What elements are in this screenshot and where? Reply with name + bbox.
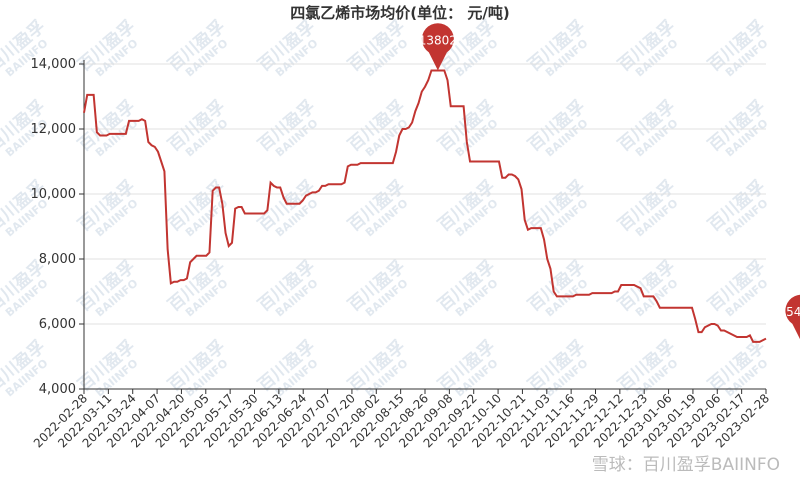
pin-label: 13802 bbox=[419, 33, 457, 47]
watermark: 百川盈孚BAIINFO bbox=[704, 176, 771, 240]
y-tick-label: 8,000 bbox=[39, 252, 76, 267]
watermark: 百川盈孚BAIINFO bbox=[74, 256, 141, 320]
watermark: 百川盈孚BAIINFO bbox=[524, 256, 591, 320]
watermark: 百川盈孚BAIINFO bbox=[254, 16, 321, 80]
watermark: 百川盈孚BAIINFO bbox=[344, 16, 411, 80]
watermark: 百川盈孚BAIINFO bbox=[344, 176, 411, 240]
watermark: 百川盈孚BAIINFO bbox=[614, 96, 681, 160]
y-tick-label: 12,000 bbox=[31, 122, 77, 137]
watermark: 百川盈孚BAIINFO bbox=[74, 336, 141, 400]
watermark: 百川盈孚BAIINFO bbox=[704, 256, 771, 320]
watermark: 百川盈孚BAIINFO bbox=[524, 336, 591, 400]
annotation-pins: 13802 5450 bbox=[419, 23, 800, 340]
watermark: 百川盈孚BAIINFO bbox=[524, 176, 591, 240]
watermark: 百川盈孚BAIINFO bbox=[614, 176, 681, 240]
series-line bbox=[83, 69, 767, 343]
watermark: 百川盈孚BAIINFO bbox=[524, 16, 591, 80]
watermark: 百川盈孚BAIINFO bbox=[254, 336, 321, 400]
watermark: 百川盈孚BAIINFO bbox=[344, 96, 411, 160]
grid-lines bbox=[84, 63, 766, 325]
watermark: 百川盈孚BAIINFO bbox=[74, 16, 141, 80]
watermark: 百川盈孚BAIINFO bbox=[434, 96, 501, 160]
y-tick-label: 4,000 bbox=[39, 382, 76, 397]
pin-label: 5450 bbox=[786, 305, 800, 319]
watermark: 百川盈孚BAIINFO bbox=[614, 256, 681, 320]
pin-marker bbox=[785, 294, 800, 340]
watermark: 百川盈孚BAIINFO bbox=[0, 16, 51, 80]
watermark: 百川盈孚BAIINFO bbox=[164, 96, 231, 160]
watermark: 百川盈孚BAIINFO bbox=[704, 16, 771, 80]
watermark: 百川盈孚BAIINFO bbox=[254, 256, 321, 320]
watermark: 百川盈孚BAIINFO bbox=[344, 256, 411, 320]
watermark: 百川盈孚BAIINFO bbox=[164, 16, 231, 80]
annotation-pin: 5450 bbox=[785, 294, 800, 340]
y-tick-label: 6,000 bbox=[39, 317, 76, 332]
watermark: 百川盈孚BAIINFO bbox=[74, 176, 141, 240]
watermark: 百川盈孚BAIINFO bbox=[164, 256, 231, 320]
chart-title: 四氯乙烯市场均价(单位： 元/吨) bbox=[290, 4, 509, 22]
watermark: 百川盈孚BAIINFO bbox=[344, 336, 411, 400]
x-axis-ticks: 2022-02-282022-03-112022-03-242022-04-07… bbox=[31, 389, 772, 450]
watermark: 百川盈孚BAIINFO bbox=[704, 96, 771, 160]
watermark: 百川盈孚BAIINFO bbox=[524, 96, 591, 160]
y-tick-label: 10,000 bbox=[31, 187, 77, 202]
y-axis-ticks: 4,000 6,000 8,000 10,000 12,000 14,000 bbox=[31, 57, 84, 397]
watermark: 百川盈孚BAIINFO bbox=[254, 96, 321, 160]
watermark: 百川盈孚BAIINFO bbox=[614, 16, 681, 80]
watermark: 百川盈孚BAIINFO bbox=[254, 176, 321, 240]
watermark: 百川盈孚BAIINFO bbox=[434, 176, 501, 240]
watermark-layer: 百川盈孚BAIINFO 百川盈孚BAIINFO 百川盈孚BAIINFO 百川盈孚BAI… bbox=[0, 16, 771, 400]
pin-marker bbox=[421, 23, 454, 71]
y-tick-label: 14,000 bbox=[31, 57, 77, 72]
watermark: 百川盈孚BAIINFO bbox=[434, 256, 501, 320]
watermark: 百川盈孚BAIINFO bbox=[614, 336, 681, 400]
footer-watermark: 雪球：百川盈孚BAIINFO bbox=[592, 455, 780, 475]
annotation-pin: 13802 bbox=[419, 23, 457, 71]
